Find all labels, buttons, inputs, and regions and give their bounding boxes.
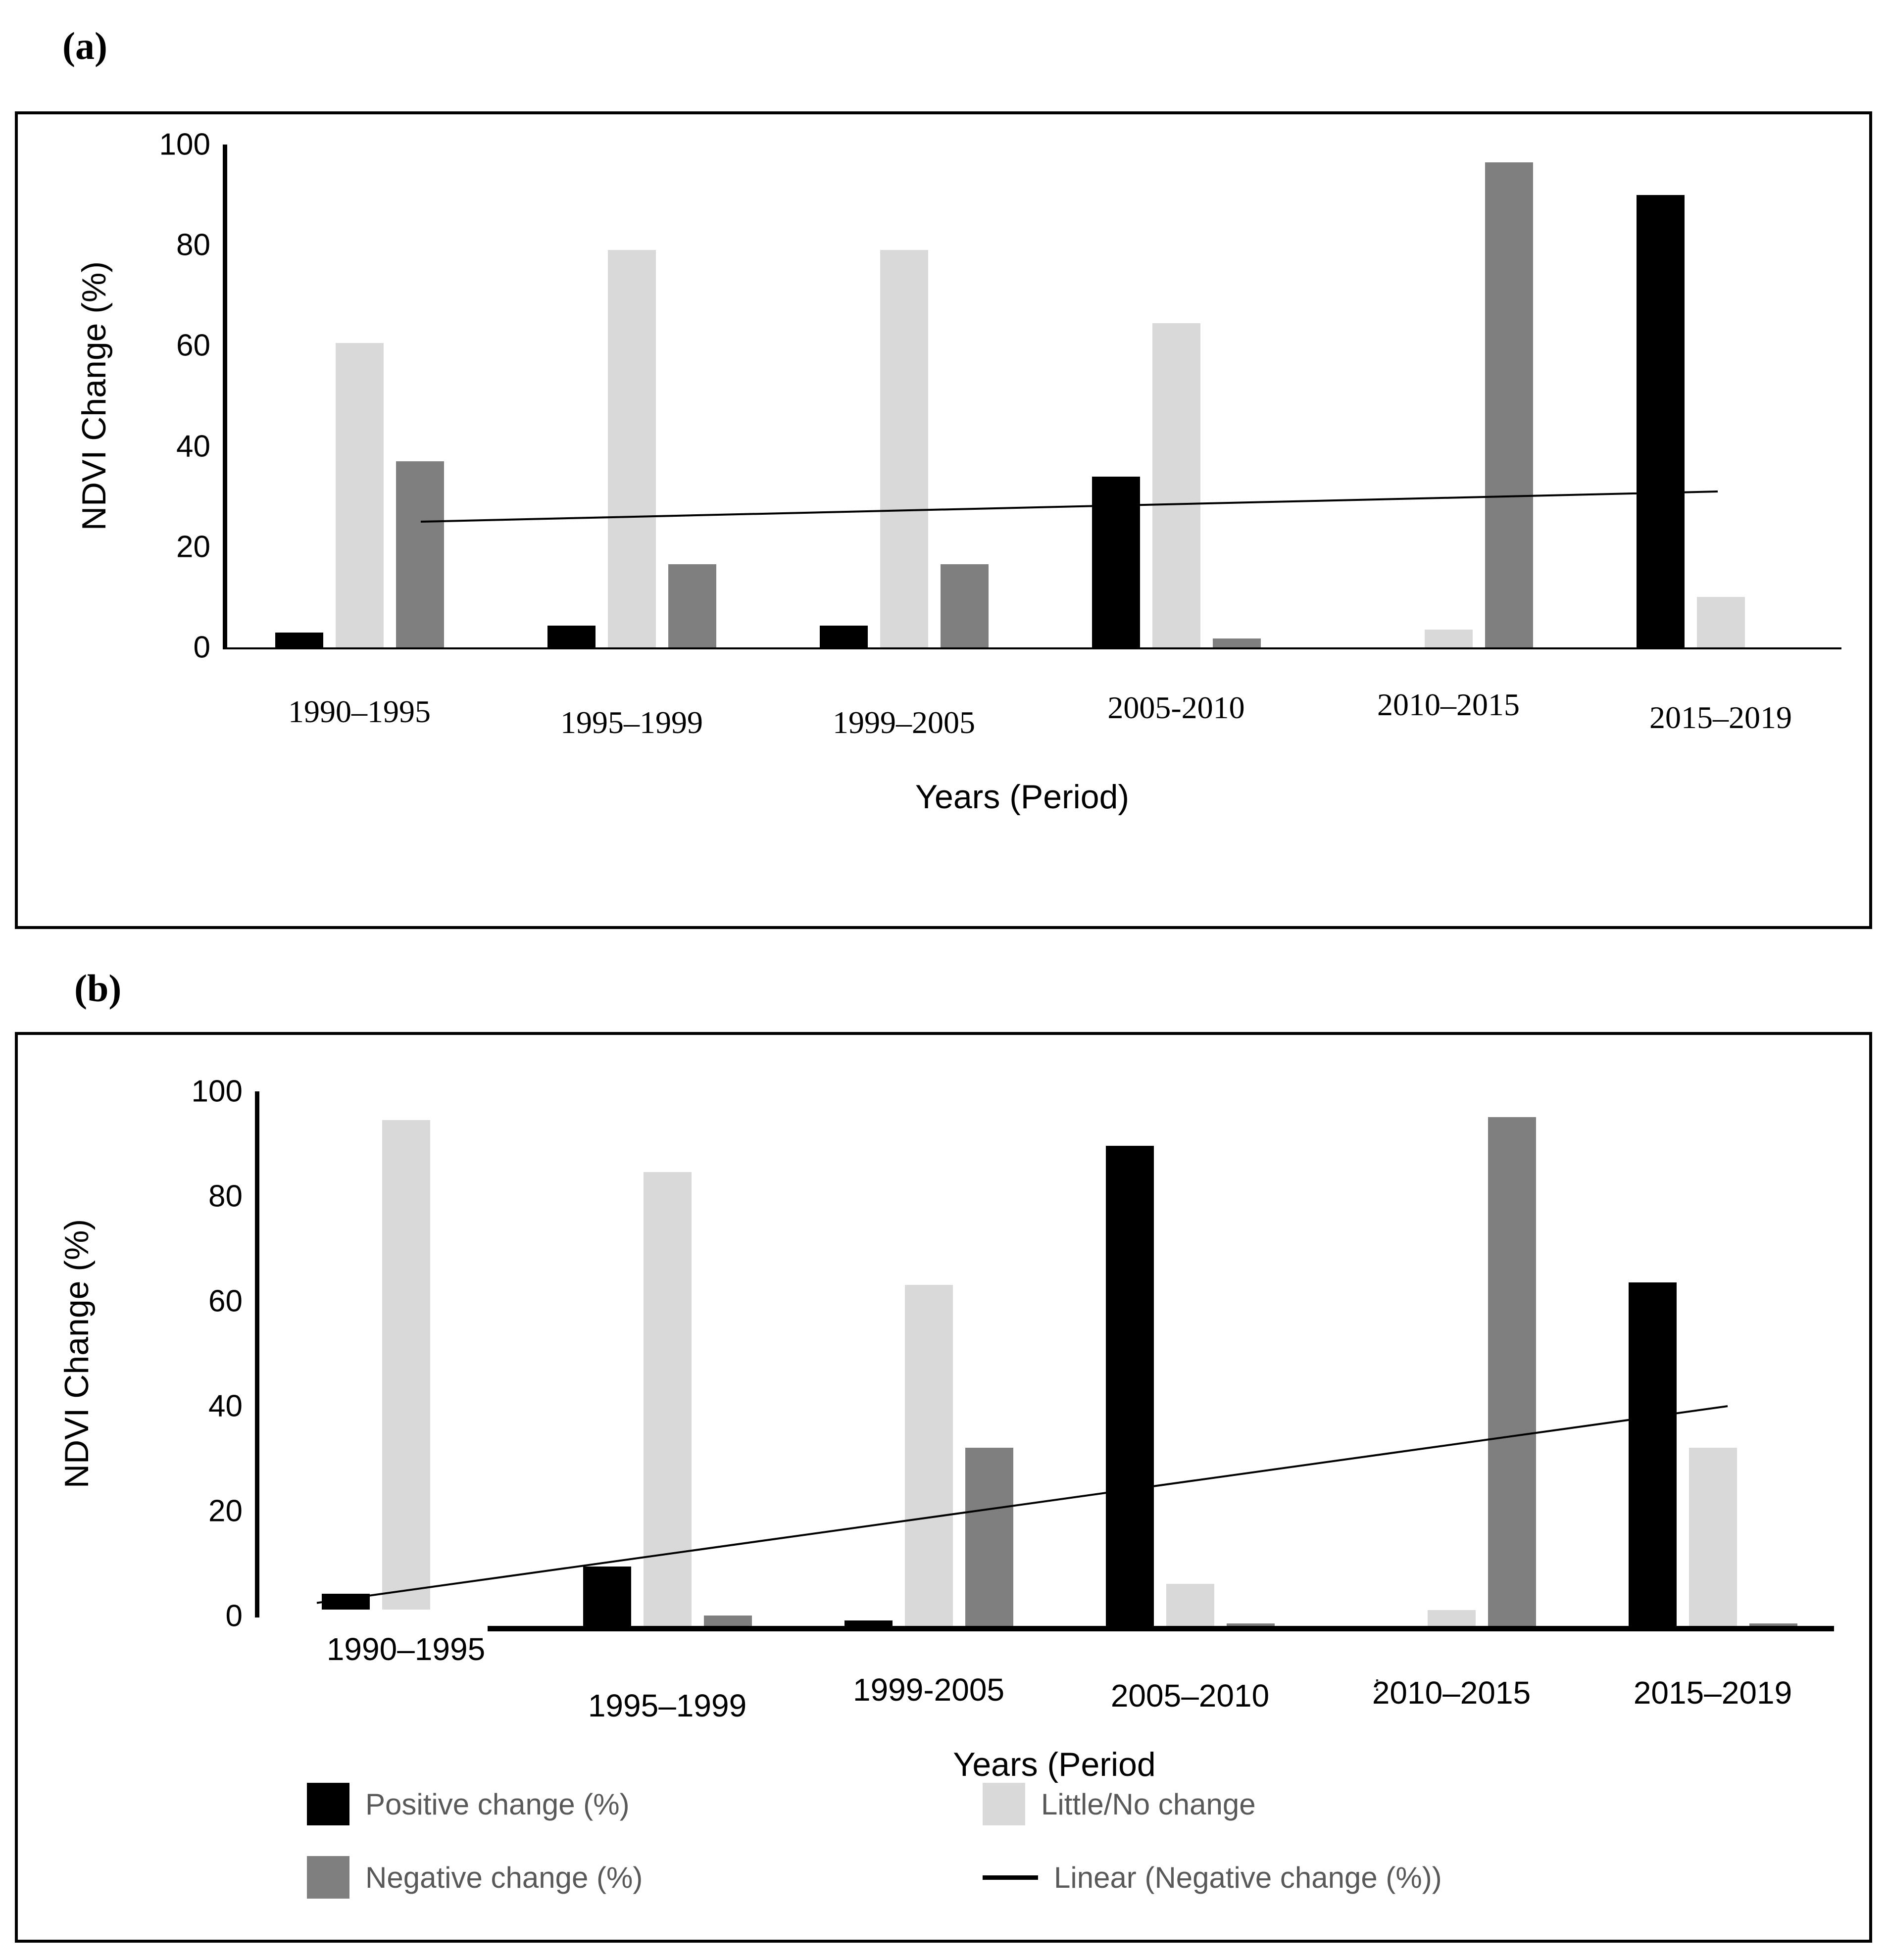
panel-b-bar-little-1999-2005: [905, 1285, 953, 1626]
panel-a-xtick-2005-2010: 2005-2010: [1107, 690, 1245, 725]
panel-b-bar-positive-2015–2019: [1629, 1282, 1677, 1626]
legend-label-0: Positive change (%): [365, 1787, 630, 1821]
panel-a-bar-positive-1999–2005: [820, 626, 868, 647]
panel-a-bar-little-2010–2015: [1425, 630, 1473, 647]
legend-swatch-line-3: [983, 1875, 1038, 1880]
panel-a-bar-negative-1995–1999: [668, 564, 716, 647]
panel-a-ytick-80: 80: [176, 228, 210, 262]
panel-b-y-axis-line: [255, 1091, 259, 1617]
panel-b-x-axis-title: Years (Period: [953, 1746, 1156, 1783]
panel-b-ytick-20: 20: [208, 1494, 243, 1528]
panel-b-xtick-1990–1995: 1990–1995: [326, 1631, 486, 1667]
panel-b-bar-negative-2005–2010: [1227, 1623, 1275, 1626]
panel-a-ytick-40: 40: [176, 429, 210, 464]
panel-b-ytick-0: 0: [225, 1599, 243, 1633]
panel-b-bar-positive-2005–2010: [1106, 1146, 1154, 1626]
panel-b-bar-negative-2010–2015: [1488, 1117, 1536, 1626]
panel-a-label: (a): [62, 24, 107, 67]
panel-a-x-axis-title: Years (Period): [915, 778, 1130, 816]
panel-b-xtick-2015–2019: 2015–2019: [1633, 1675, 1792, 1711]
legend-swatch-square-0: [307, 1783, 349, 1825]
panel-a-ytick-20: 20: [176, 530, 210, 564]
panel-a-bar-little-2005-2010: [1152, 323, 1200, 647]
panel-b-bar-positive-1995–1999: [583, 1567, 631, 1626]
panel-b-bar-little-2010–2015: [1428, 1610, 1476, 1626]
panel-a-bar-positive-1990–1995: [275, 633, 323, 647]
panel-b-bar-negative-2015–2019: [1749, 1623, 1797, 1626]
panel-a-bar-positive-2005-2010: [1092, 477, 1140, 647]
legend-label-2: Negative change (%): [365, 1861, 643, 1894]
panel-b-ytick-60: 60: [208, 1284, 243, 1319]
panel-a-bar-negative-1990–1995: [396, 461, 444, 647]
panel-a-xtick-1999–2005: 1999–2005: [833, 705, 975, 740]
legend-swatch-square-2: [307, 1856, 349, 1899]
legend-label-3: Linear (Negative change (%)): [1054, 1861, 1442, 1894]
panel-a-y-axis-title: NDVI Change (%): [75, 261, 113, 531]
panel-b-bar-negative-1999-2005: [965, 1448, 1013, 1626]
panel-a-bar-positive-1995–1999: [547, 626, 596, 647]
panel-b-xtick-2005–2010: 2005–2010: [1110, 1678, 1270, 1714]
legend-item-0: Positive change (%): [307, 1782, 630, 1826]
panel-a-xtick-2015–2019: 2015–2019: [1649, 700, 1792, 735]
panel-b-x-axis-line: [488, 1626, 1834, 1631]
legend-item-1: Little/No change: [983, 1782, 1256, 1826]
panel-a-bar-negative-2010–2015: [1485, 162, 1533, 647]
panel-b-ytick-100: 100: [191, 1074, 243, 1109]
panel-b-xtick-2010–2015: 2010–2015: [1372, 1675, 1531, 1711]
panel-a-y-axis-line: [223, 145, 227, 649]
panel-b-ytick-80: 80: [208, 1179, 243, 1214]
panel-a-bar-negative-1999–2005: [941, 564, 989, 647]
panel-b-xtick-1999-2005: 1999-2005: [852, 1672, 1005, 1708]
panel-a-xtick-1990–1995: 1990–1995: [288, 694, 431, 729]
panel-b-bar-positive-1990–1995: [322, 1594, 370, 1610]
panel-a-xtick-2010–2015: 2010–2015: [1377, 687, 1520, 722]
panel-b-bar-negative-1995–1999: [704, 1616, 752, 1626]
panel-b-bar-little-2015–2019: [1689, 1448, 1737, 1626]
panel-a-bar-little-1995–1999: [608, 250, 656, 647]
panel-a-xtick-1995–1999: 1995–1999: [560, 705, 703, 740]
panel-a-ytick-100: 100: [159, 127, 210, 162]
panel-b-ytick-40: 40: [208, 1389, 243, 1423]
panel-a-bar-negative-2005-2010: [1213, 638, 1261, 647]
panel-b-bar-little-1990–1995: [382, 1120, 430, 1610]
legend-item-3: Linear (Negative change (%)): [983, 1855, 1442, 1900]
panel-b-bar-positive-1999-2005: [844, 1620, 893, 1626]
panel-a-ytick-60: 60: [176, 328, 210, 363]
panel-b-label: (b): [74, 967, 122, 1010]
panel-b-y-axis-title: NDVI Change (%): [58, 1219, 96, 1489]
panel-a-bar-little-2015–2019: [1697, 597, 1745, 647]
panel-a-bar-little-1990–1995: [336, 343, 384, 647]
legend-swatch-square-1: [983, 1783, 1025, 1825]
panel-b-bar-little-1995–1999: [644, 1172, 692, 1626]
panel-a-bar-little-1999–2005: [880, 250, 928, 647]
panel-b-xtick-1995–1999: 1995–1999: [588, 1688, 747, 1723]
panel-a-x-axis-line: [223, 647, 1841, 649]
panel-a-bar-positive-2015–2019: [1637, 195, 1685, 647]
legend-label-1: Little/No change: [1041, 1787, 1256, 1821]
stray-colon-mark: :: [1374, 1671, 1381, 1696]
panel-a-ytick-0: 0: [193, 630, 210, 665]
legend-item-2: Negative change (%): [307, 1855, 643, 1900]
panel-b-bar-little-2005–2010: [1166, 1584, 1214, 1626]
